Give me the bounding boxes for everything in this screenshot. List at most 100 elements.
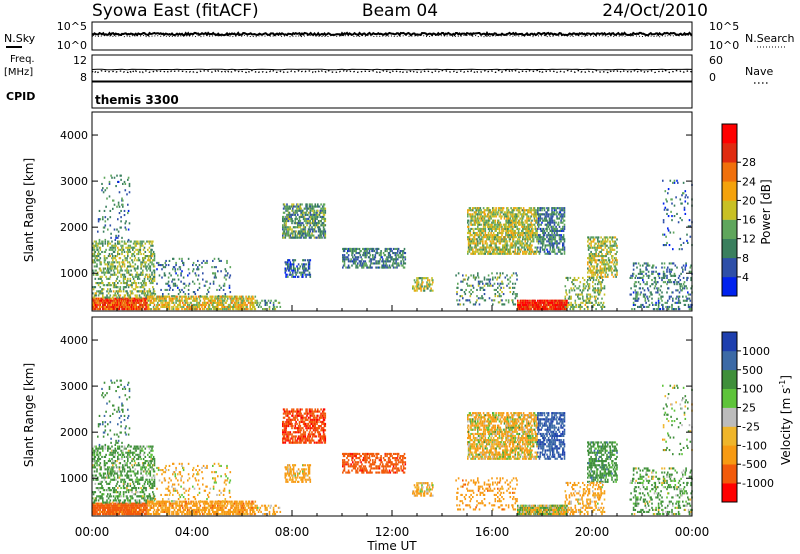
power-echo-cell <box>144 242 147 245</box>
power-echo-cell <box>122 308 125 311</box>
freq-frame <box>91 54 693 82</box>
power-echo-cell <box>482 248 485 251</box>
power-echo-cell <box>114 255 117 258</box>
power-echo-cell <box>536 229 538 232</box>
power-echo-cell <box>422 277 425 280</box>
power-echo-cell <box>542 238 545 241</box>
power-echo-cell <box>307 273 310 276</box>
power-echo-cell <box>97 242 100 245</box>
power-echo-cell <box>468 250 471 253</box>
power-echo-cell <box>510 252 512 255</box>
power-echo-cell <box>600 236 602 239</box>
power-echo-cell <box>605 236 607 239</box>
power-echo-cell <box>95 297 97 300</box>
power-echo-cell <box>610 269 612 272</box>
power-echo-cell <box>312 215 314 218</box>
power-echo-cell <box>100 269 102 272</box>
power-echo-cell <box>157 299 160 302</box>
power-echo-cell <box>427 277 429 280</box>
power-echo-cell <box>289 228 292 231</box>
power-echo-cell <box>100 301 102 304</box>
power-echo-cell <box>386 256 388 259</box>
power-echo-cell <box>343 256 346 259</box>
power-echo-cell <box>309 230 312 233</box>
power-echo-cell <box>389 266 392 269</box>
power-echo-cell <box>324 217 327 220</box>
power-echo-cell <box>542 236 545 239</box>
power-echo-cell <box>192 280 194 283</box>
power-echo-cell <box>107 308 110 311</box>
power-echo-cell <box>162 264 164 267</box>
power-echo-cell <box>137 275 140 278</box>
power-echo-cell <box>146 299 148 302</box>
power-echo-cell <box>501 225 503 228</box>
power-echo-cell <box>287 267 289 270</box>
power-echo-cell <box>549 252 552 255</box>
power-echo-cell <box>494 293 497 296</box>
power-echo-cell <box>497 232 499 235</box>
power-echo-cell <box>129 296 132 299</box>
power-echo-cell <box>602 242 605 245</box>
power-echo-cell <box>305 220 307 223</box>
power-echo-cell <box>477 244 479 247</box>
power-echo-cell <box>94 286 97 289</box>
power-echo-cell <box>172 257 175 260</box>
power-echo-cell <box>192 297 195 300</box>
power-echo-cell <box>122 299 125 302</box>
power-echo-cell <box>227 308 230 311</box>
power-echo-cell <box>547 240 550 243</box>
power-echo-cell <box>361 258 363 261</box>
power-echo-cell <box>235 299 237 302</box>
power-echo-cell <box>292 213 294 216</box>
power-echo-cell <box>392 258 395 261</box>
power-echo-cell <box>512 250 515 253</box>
power-echo-cell <box>112 199 115 202</box>
power-echo-cell <box>110 267 112 270</box>
power-echo-cell <box>122 275 125 278</box>
power-echo-cell <box>206 295 208 298</box>
power-echo-cell <box>490 225 492 228</box>
power-echo-cell <box>196 299 198 302</box>
power-echo-cell <box>505 225 507 228</box>
power-echo-cell <box>537 238 540 241</box>
power-echo-cell <box>112 294 115 297</box>
power-echo-cell <box>157 264 160 267</box>
power-echo-cell <box>611 271 613 274</box>
freq-tick-bottom: 8 <box>80 71 87 84</box>
power-echo-cell <box>552 211 555 214</box>
power-echo-cell <box>235 295 237 298</box>
power-echo-cell <box>382 262 385 265</box>
power-echo-cell <box>152 263 155 266</box>
power-echo-cell <box>523 225 526 228</box>
power-echo-cell <box>497 240 500 243</box>
power-echo-cell <box>289 273 292 276</box>
power-echo-cell <box>231 297 233 300</box>
power-echo-cell <box>101 182 103 185</box>
power-echo-cell <box>500 225 502 228</box>
power-echo-cell <box>402 252 404 255</box>
power-echo-cell <box>532 250 534 253</box>
power-echo-cell <box>506 284 508 287</box>
power-echo-cell <box>547 209 550 212</box>
power-echo-cell <box>504 213 507 216</box>
power-echo-cell <box>523 250 526 253</box>
power-echo-cell <box>375 247 377 250</box>
power-echo-cell <box>298 267 301 270</box>
power-echo-cell <box>498 276 501 279</box>
power-echo-cell <box>122 296 124 299</box>
power-echo-cell <box>142 282 145 285</box>
power-echo-cell <box>205 301 207 304</box>
power-echo-cell <box>184 301 187 304</box>
power-echo-cell <box>529 217 532 220</box>
power-echo-cell <box>242 303 244 306</box>
power-echo-cell <box>104 216 107 219</box>
power-echo-cell <box>294 275 297 278</box>
power-echo-cell <box>195 303 197 306</box>
power-echo-cell <box>523 246 526 249</box>
power-echo-cell <box>122 199 124 202</box>
power-echo-cell <box>537 303 540 306</box>
power-echo-cell <box>122 244 124 247</box>
power-echo-cell <box>309 224 312 227</box>
power-echo-cell <box>303 215 306 218</box>
power-echo-cell <box>492 221 495 224</box>
